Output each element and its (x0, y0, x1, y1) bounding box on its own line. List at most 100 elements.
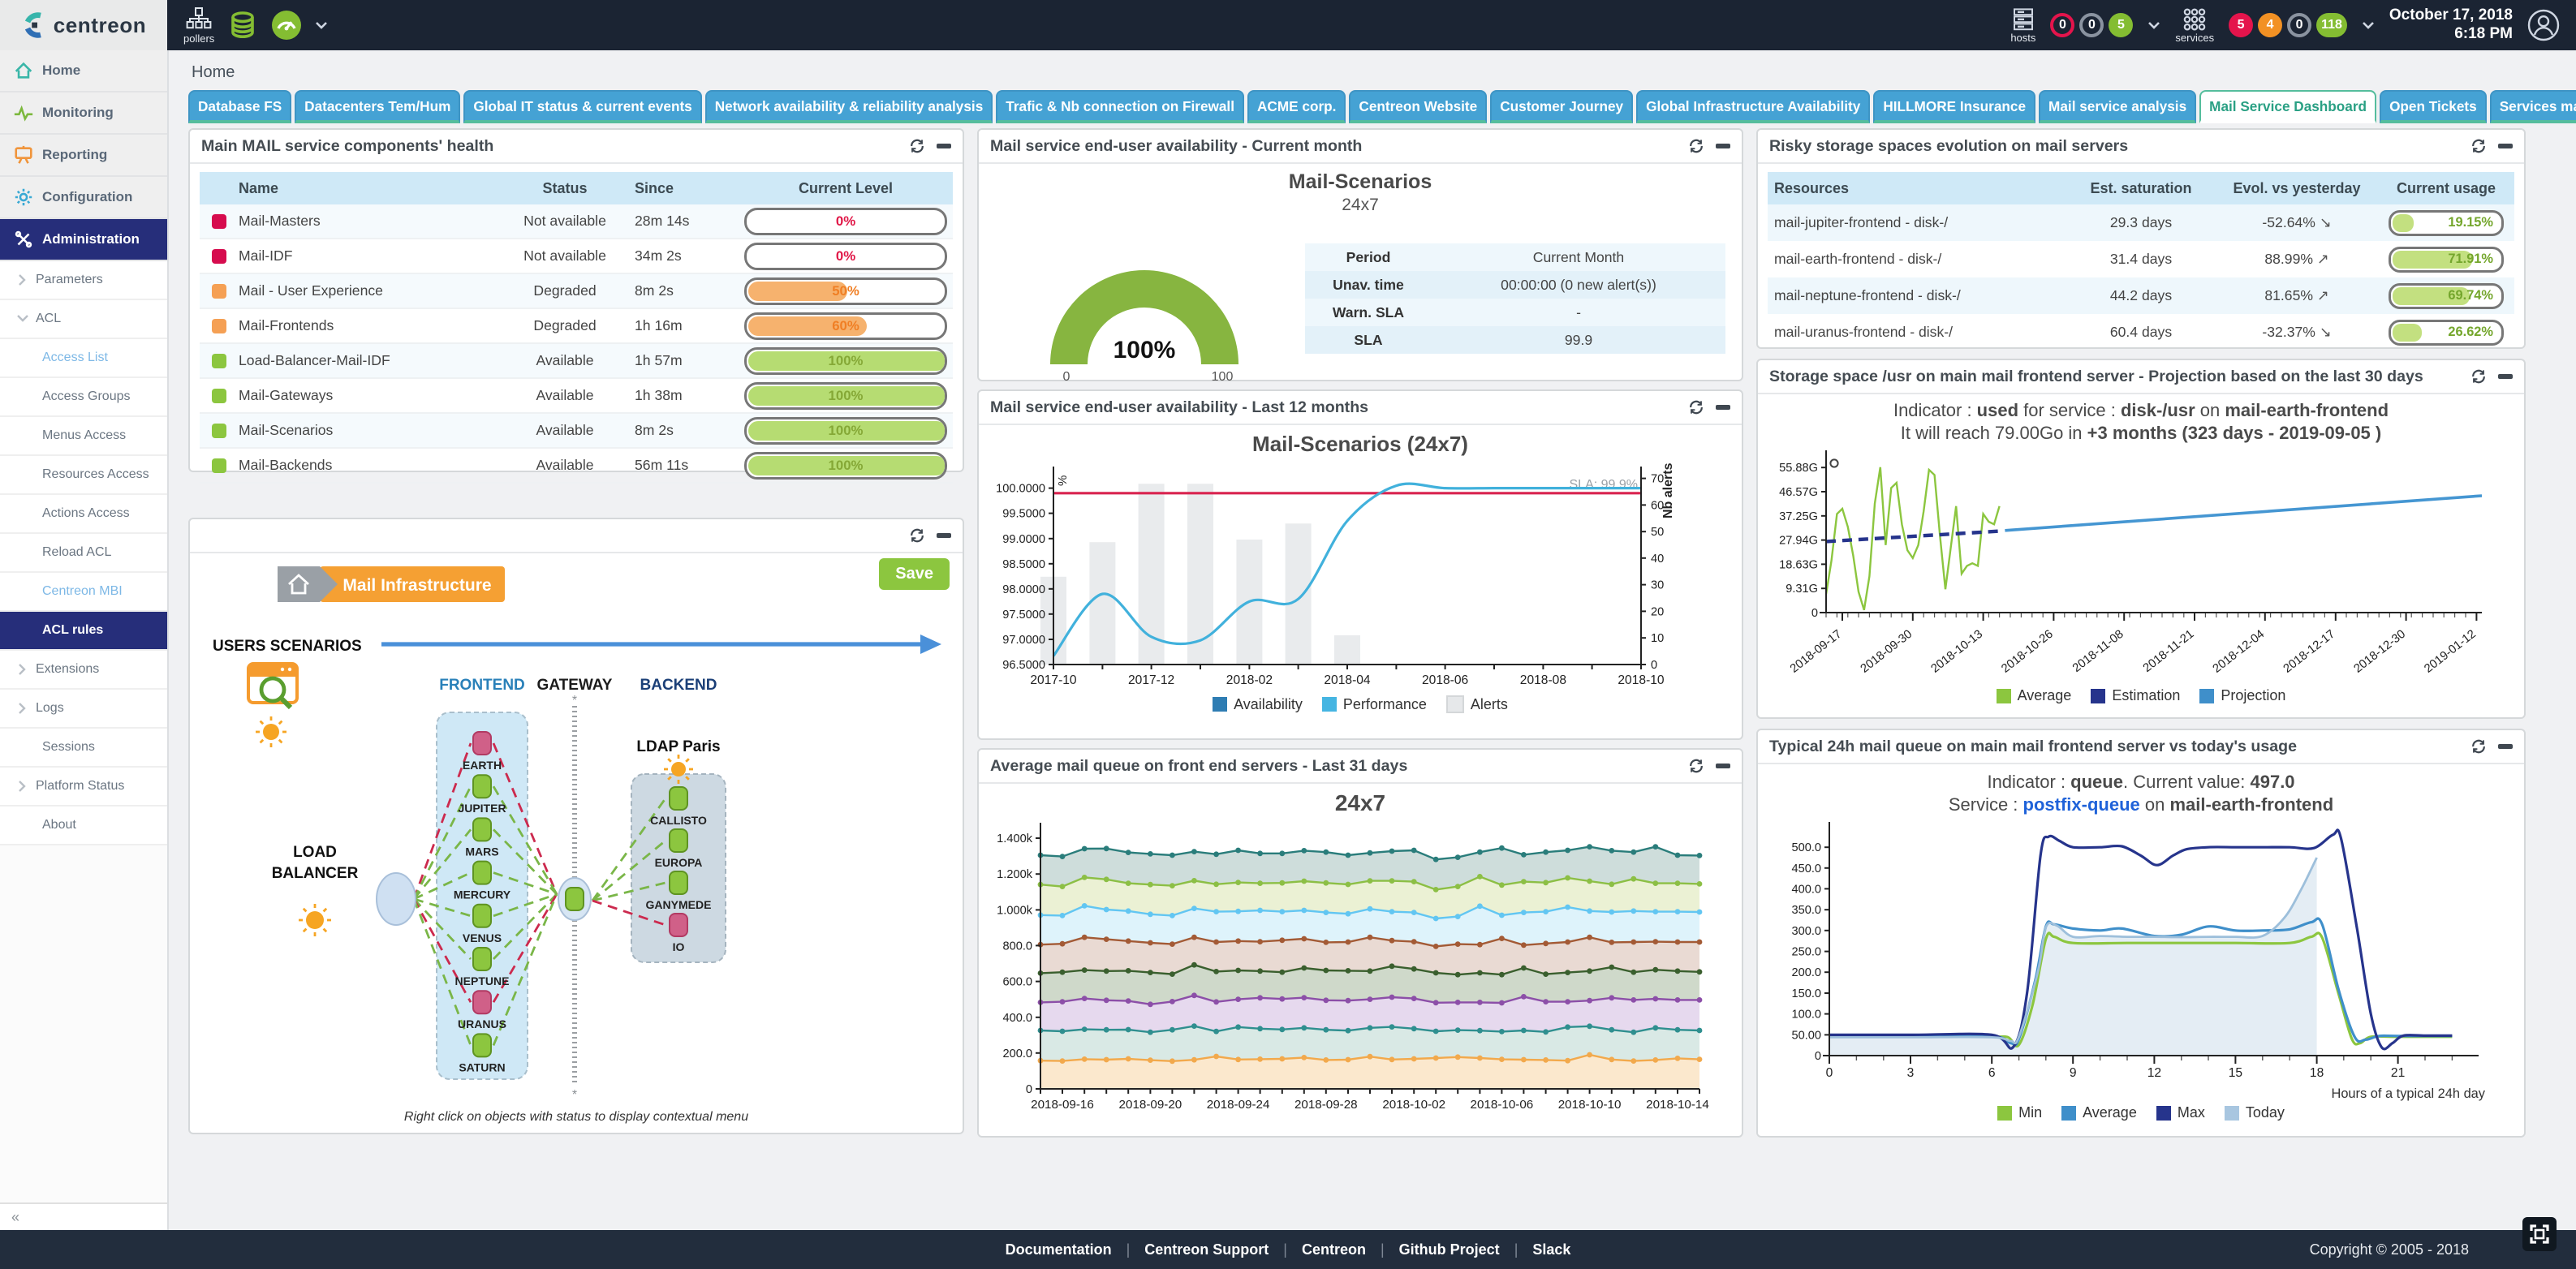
health-row[interactable]: Mail-Masters Not available 28m 14s 0% (200, 204, 953, 239)
host-node-saturn[interactable]: SATURN (459, 1033, 506, 1073)
pollers-chevron-icon[interactable] (315, 21, 328, 29)
refresh-icon[interactable] (2470, 738, 2487, 755)
tab-database-fs[interactable]: Database FS (188, 90, 292, 123)
health-row[interactable]: Mail-Scenarios Available 8m 2s 100% (200, 414, 953, 449)
footer-link-slack[interactable]: Slack (1532, 1241, 1571, 1258)
tab-centreon-website[interactable]: Centreon Website (1349, 90, 1488, 123)
sidebar-collapse[interactable]: « (0, 1202, 167, 1230)
sidebar-item-resources-access[interactable]: Resources Access (0, 456, 167, 495)
tab-hillmore-insurance[interactable]: HILLMORE Insurance (1873, 90, 2036, 123)
database-status-icon[interactable] (227, 10, 258, 41)
gateway-node[interactable] (558, 877, 592, 921)
tab-network-availability-reliability-analysis[interactable]: Network availability & reliability analy… (704, 90, 993, 123)
host-node-mercury[interactable]: MERCURY (454, 860, 511, 901)
services-badge-0[interactable]: 5 (2229, 13, 2254, 37)
sidebar-item-acl[interactable]: ACL (0, 300, 167, 339)
host-node-ganymede[interactable]: GANYMEDE (646, 871, 712, 911)
sidebar-item-parameters[interactable]: Parameters (0, 261, 167, 300)
minimize-icon[interactable] (937, 533, 951, 538)
sidebar-item-reload-acl[interactable]: Reload ACL (0, 534, 167, 573)
footer-link-github-project[interactable]: Github Project (1398, 1241, 1500, 1258)
sidebar-item-actions-access[interactable]: Actions Access (0, 495, 167, 534)
sidebar-item-configuration[interactable]: Configuration (0, 177, 167, 219)
hosts-badge-2[interactable]: 5 (2109, 13, 2134, 37)
services-badge-2[interactable]: 0 (2287, 13, 2312, 37)
minimize-icon[interactable] (2498, 744, 2513, 749)
logo[interactable]: centreon (0, 0, 167, 50)
tab-mail-service-analysis[interactable]: Mail service analysis (2039, 90, 2197, 123)
tab-customer-journey[interactable]: Customer Journey (1490, 90, 1634, 123)
sidebar-item-access-list[interactable]: Access List (0, 339, 167, 378)
services-chevron-icon[interactable] (2362, 21, 2375, 29)
risky-row[interactable]: mail-jupiter-frontend - disk-/29.3 days -… (1768, 204, 2514, 241)
sidebar-item-logs[interactable]: Logs (0, 690, 167, 729)
refresh-icon[interactable] (2470, 138, 2487, 154)
sidebar-item-home[interactable]: Home (0, 50, 167, 92)
pollers-menu[interactable]: pollers (183, 6, 214, 44)
refresh-icon[interactable] (1688, 399, 1704, 415)
footer-link-documentation[interactable]: Documentation (1005, 1241, 1112, 1258)
sidebar-item-administration[interactable]: Administration (0, 219, 167, 261)
sidebar-item-centreon-mbi[interactable]: Centreon MBI (0, 573, 167, 612)
refresh-icon[interactable] (2470, 368, 2487, 385)
services-badge-3[interactable]: 118 (2316, 13, 2347, 37)
fullscreen-button[interactable] (2522, 1217, 2557, 1251)
risky-row[interactable]: mail-neptune-frontend - disk-/44.2 days 8… (1768, 277, 2514, 314)
sidebar-item-menus-access[interactable]: Menus Access (0, 417, 167, 456)
risky-row[interactable]: mail-earth-frontend - disk-/31.4 days 88.… (1768, 241, 2514, 277)
refresh-icon[interactable] (1688, 758, 1704, 774)
sidebar-item-extensions[interactable]: Extensions (0, 651, 167, 690)
refresh-icon[interactable] (909, 138, 925, 154)
host-node-mars[interactable]: MARS (465, 817, 499, 858)
sidebar-item-about[interactable]: About (0, 807, 167, 845)
host-node-jupiter[interactable]: JUPITER (458, 774, 506, 815)
health-row[interactable]: Load-Balancer-Mail-IDF Available 1h 57m 10… (200, 344, 953, 379)
host-node-callisto[interactable]: CALLISTO (650, 786, 707, 827)
breadcrumb[interactable]: Home (192, 63, 235, 81)
hosts-badge-1[interactable]: 0 (2079, 13, 2104, 37)
sidebar-item-platform-status[interactable]: Platform Status (0, 768, 167, 807)
sidebar-item-reporting[interactable]: Reporting (0, 135, 167, 177)
services-badge-1[interactable]: 4 (2258, 13, 2283, 37)
gauge-status-icon[interactable] (271, 10, 302, 41)
tab-global-infrastructure-availability[interactable]: Global Infrastructure Availability (1636, 90, 1871, 123)
tab-acme-corp-[interactable]: ACME corp. (1247, 90, 1346, 123)
sidebar-item-monitoring[interactable]: Monitoring (0, 92, 167, 135)
load-balancer-node[interactable] (376, 872, 416, 926)
sidebar-item-access-groups[interactable]: Access Groups (0, 378, 167, 417)
host-node-earth[interactable]: EARTH (463, 731, 502, 772)
tab-open-tickets[interactable]: Open Tickets (2380, 90, 2487, 123)
hosts-menu[interactable]: hosts (2010, 7, 2035, 43)
health-row[interactable]: Mail - User Experience Degraded 8m 2s 50% (200, 274, 953, 309)
host-node-uranus[interactable]: URANUS (458, 990, 506, 1030)
hosts-badge-0[interactable]: 0 (2050, 13, 2075, 37)
host-node-neptune[interactable]: NEPTUNE (455, 947, 510, 987)
minimize-icon[interactable] (2498, 144, 2513, 148)
tab-trafic-nb-connection-on-firewall[interactable]: Trafic & Nb connection on Firewall (996, 90, 1244, 123)
footer-link-centreon[interactable]: Centreon (1301, 1241, 1366, 1258)
minimize-icon[interactable] (2498, 374, 2513, 379)
host-node-venus[interactable]: VENUS (463, 903, 502, 944)
sidebar-item-sessions[interactable]: Sessions (0, 729, 167, 768)
minimize-icon[interactable] (937, 144, 951, 148)
risky-row[interactable]: mail-uranus-frontend - disk-/60.4 days -3… (1768, 314, 2514, 351)
refresh-icon[interactable] (1688, 138, 1704, 154)
health-row[interactable]: Mail-Backends Available 56m 11s 100% (200, 449, 953, 484)
footer-link-centreon-support[interactable]: Centreon Support (1144, 1241, 1269, 1258)
tab-datacenters-tem-hum[interactable]: Datacenters Tem/Hum (295, 90, 461, 123)
services-menu[interactable]: services (2175, 8, 2214, 43)
refresh-icon[interactable] (909, 527, 925, 544)
hosts-chevron-icon[interactable] (2147, 21, 2160, 29)
tab-mail-service-dashboard[interactable]: Mail Service Dashboard (2199, 90, 2377, 123)
minimize-icon[interactable] (1716, 764, 1730, 768)
host-node-io[interactable]: IO (669, 913, 688, 953)
tab-services-map[interactable]: Services map (2489, 90, 2576, 123)
health-row[interactable]: Mail-Gateways Available 1h 38m 100% (200, 379, 953, 414)
save-button[interactable]: Save (879, 558, 950, 590)
tab-global-it-status-current-events[interactable]: Global IT status & current events (463, 90, 702, 123)
sidebar-item-acl-rules[interactable]: ACL rules (0, 612, 167, 651)
minimize-icon[interactable] (1716, 144, 1730, 148)
minimize-icon[interactable] (1716, 405, 1730, 410)
health-row[interactable]: Mail-IDF Not available 34m 2s 0% (200, 239, 953, 274)
user-avatar-icon[interactable] (2527, 9, 2560, 41)
